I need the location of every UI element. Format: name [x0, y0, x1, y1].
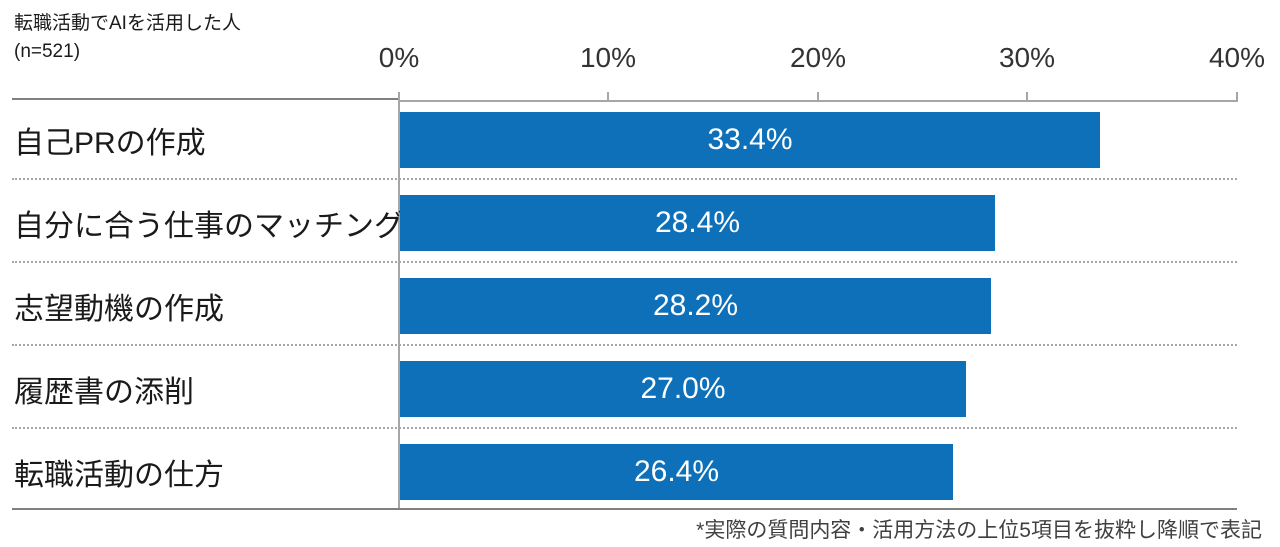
chart-title: 転職活動でAIを活用した人 (n=521)	[14, 10, 241, 66]
chart-bottom-border	[12, 508, 1237, 510]
chart-row: 自分に合う仕事のマッチング 28.4%	[0, 195, 1280, 251]
x-axis-tick-label-40: 40%	[1208, 42, 1266, 73]
x-axis-tick-mark	[607, 92, 609, 102]
row-separator	[12, 344, 1237, 346]
category-label: 履歴書の添削	[14, 376, 194, 409]
chart-title-line1: 転職活動でAIを活用した人	[14, 13, 241, 34]
category-label: 自己PRの作成	[14, 127, 206, 160]
category-label: 自分に合う仕事のマッチング	[14, 210, 404, 243]
bar-value-label: 28.2%	[652, 289, 739, 322]
category-axis-line	[398, 92, 400, 510]
row-separator	[12, 427, 1237, 429]
category-label: 転職活動の仕方	[14, 459, 224, 492]
chart-row: 履歴書の添削 27.0%	[0, 361, 1280, 417]
x-axis-line	[399, 100, 1237, 102]
label-column-top-border	[12, 98, 399, 100]
chart-sample-size: (n=521)	[14, 41, 81, 62]
bar-value-label: 26.4%	[633, 455, 720, 488]
footnote: *実際の質問内容・活用方法の上位5項目を抜粋し降順で表記	[696, 519, 1262, 542]
x-axis-tick-label-30: 30%	[998, 42, 1056, 73]
bar-value-label: 28.4%	[654, 206, 741, 239]
x-axis-tick-mark	[1236, 92, 1238, 102]
x-axis-tick-label-10: 10%	[579, 42, 637, 73]
bar: 33.4%	[400, 112, 1100, 168]
chart-row: 志望動機の作成 28.2%	[0, 278, 1280, 334]
bar-value-label: 33.4%	[707, 123, 793, 156]
bar: 26.4%	[400, 444, 953, 500]
bar: 28.4%	[400, 195, 995, 251]
x-axis-tick-mark	[817, 92, 819, 102]
row-separator	[12, 261, 1237, 263]
bar-value-label: 27.0%	[640, 372, 726, 405]
bar: 27.0%	[400, 361, 966, 417]
x-axis-tick-mark	[1026, 92, 1028, 102]
chart-row: 転職活動の仕方 26.4%	[0, 444, 1280, 500]
category-label: 志望動機の作成	[14, 293, 224, 326]
row-separator	[12, 178, 1237, 180]
chart-row: 自己PRの作成 33.4%	[0, 112, 1280, 168]
bar: 28.2%	[400, 278, 991, 334]
x-axis-tick-label-20: 20%	[789, 42, 847, 73]
x-axis-tick-label-0: 0%	[378, 42, 420, 73]
